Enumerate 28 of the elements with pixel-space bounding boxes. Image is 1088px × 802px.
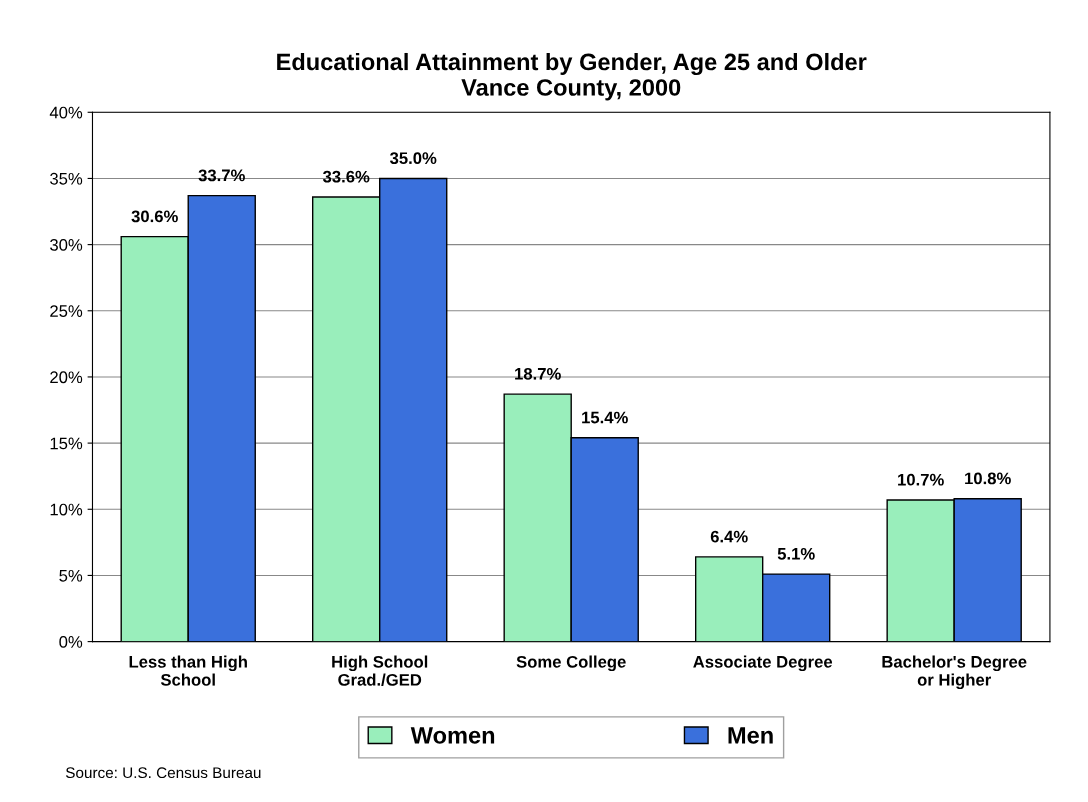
y-tick-label: 35% [50, 172, 83, 185]
x-tick-label: High School Grad./GED [332, 655, 428, 686]
data-label: 6.4% [710, 530, 748, 543]
data-label: 10.8% [965, 472, 1011, 485]
data-label: 33.6% [322, 170, 370, 183]
y-tick-label: 30% [50, 239, 83, 251]
legend-label: Men [728, 727, 773, 744]
data-label: 5.1% [777, 547, 815, 560]
y-tick-label: 5% [59, 569, 83, 582]
x-tick-label: Bachelor's Degree or Higher [882, 655, 1027, 690]
data-label: 15.4% [582, 411, 628, 424]
y-tick-label: 10% [50, 503, 83, 516]
x-tick-label: Associate Degree [693, 655, 833, 672]
legend-label: Women [410, 727, 495, 744]
x-tick-label: Some College [516, 655, 626, 672]
data-label: 33.7% [198, 169, 245, 182]
source-note: Source: U.S. Census Bureau [65, 767, 261, 779]
chart-title: Educational Attainment by Gender, Age 25 and Older Vance County, 2000 [277, 52, 867, 101]
y-tick-label: 20% [50, 371, 83, 384]
y-tick-label: 40% [49, 106, 83, 119]
y-tick-label: 15% [50, 437, 83, 450]
y-tick-label: 25% [50, 305, 83, 317]
data-label: 18.7% [515, 367, 561, 380]
data-label: 30.6% [131, 210, 178, 223]
data-label: 35.0% [389, 152, 437, 165]
y-tick-label: 0% [59, 636, 83, 648]
data-label: 10.7% [898, 473, 944, 486]
x-tick-label: Less than High School [129, 655, 247, 686]
